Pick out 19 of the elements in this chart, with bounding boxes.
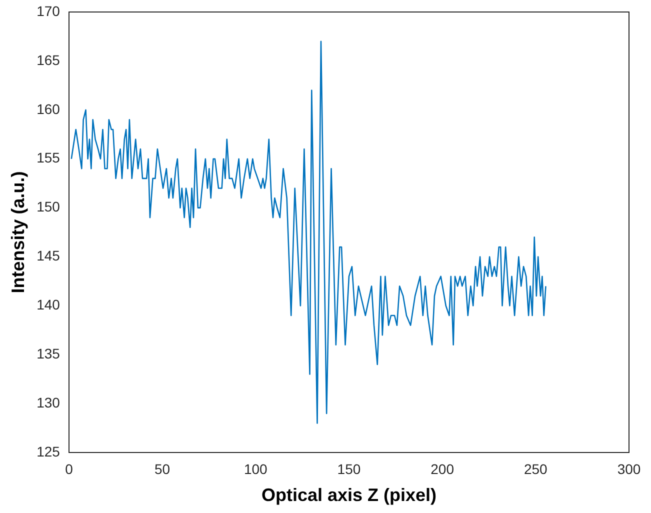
y-tick-label: 150	[36, 198, 60, 215]
y-tick-label: 160	[36, 100, 60, 117]
x-tick-label: 300	[617, 460, 641, 477]
x-tick-label: 50	[154, 460, 170, 477]
y-tick-label: 155	[36, 150, 60, 166]
y-axis-title: Intensity (a.u.)	[8, 171, 28, 294]
y-tick-label: 165	[36, 52, 60, 68]
y-tick-label: 130	[36, 394, 60, 411]
y-tick-label: 140	[36, 296, 60, 313]
y-tick-label: 170	[36, 2, 60, 19]
x-tick-label: 250	[524, 460, 548, 477]
x-tick-label: 100	[244, 460, 268, 477]
y-tick-label: 145	[36, 248, 60, 264]
x-tick-label: 200	[430, 460, 454, 477]
y-tick-label: 125	[36, 443, 60, 460]
x-tick-label: 150	[337, 460, 361, 477]
x-tick-label: 0	[65, 460, 74, 477]
x-axis-title: Optical axis Z (pixel)	[261, 485, 437, 506]
y-tick-label: 135	[36, 346, 60, 362]
